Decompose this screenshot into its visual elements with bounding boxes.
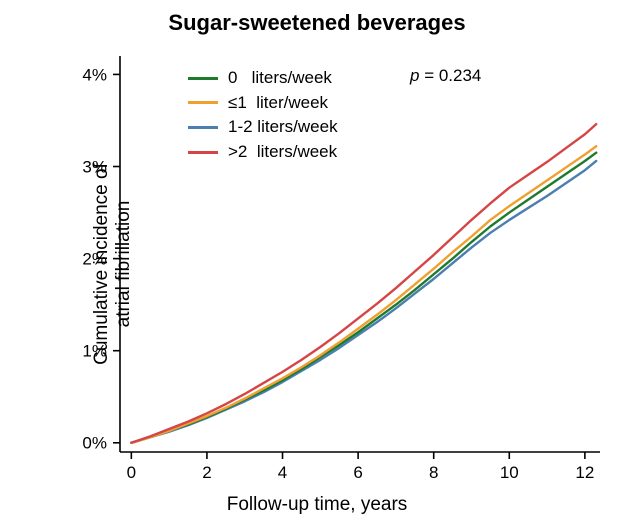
series-line-s0: [131, 153, 596, 443]
legend-item: >2 liters/week: [188, 140, 338, 165]
legend-label: ≤1 liter/week: [228, 91, 328, 116]
legend-item: 0 liters/week: [188, 66, 338, 91]
series-line-s1: [131, 146, 596, 443]
x-tick-label: 6: [353, 463, 362, 482]
series-line-s3: [131, 124, 596, 443]
y-tick-label: 1%: [82, 342, 107, 361]
legend-swatch: [188, 151, 218, 154]
chart-container: Sugar-sweetened beverages Cumulative inc…: [0, 0, 634, 528]
legend-label: 1-2 liters/week: [228, 115, 338, 140]
p-value: p = 0.234: [410, 66, 481, 86]
series-line-s2: [131, 161, 596, 443]
y-tick-label: 3%: [82, 157, 107, 176]
x-tick-label: 12: [575, 463, 594, 482]
legend-swatch: [188, 77, 218, 80]
legend-label: 0 liters/week: [228, 66, 332, 91]
x-tick-label: 8: [429, 463, 438, 482]
legend-label: >2 liters/week: [228, 140, 337, 165]
x-tick-label: 4: [278, 463, 287, 482]
x-tick-label: 10: [500, 463, 519, 482]
legend-swatch: [188, 126, 218, 129]
y-tick-label: 0%: [82, 434, 107, 453]
y-tick-label: 4%: [82, 65, 107, 84]
x-tick-label: 2: [202, 463, 211, 482]
legend-item: 1-2 liters/week: [188, 115, 338, 140]
x-tick-label: 0: [127, 463, 136, 482]
legend: 0 liters/week≤1 liter/week1-2 liters/wee…: [188, 66, 338, 165]
legend-swatch: [188, 101, 218, 104]
legend-item: ≤1 liter/week: [188, 91, 338, 116]
y-tick-label: 2%: [82, 250, 107, 269]
